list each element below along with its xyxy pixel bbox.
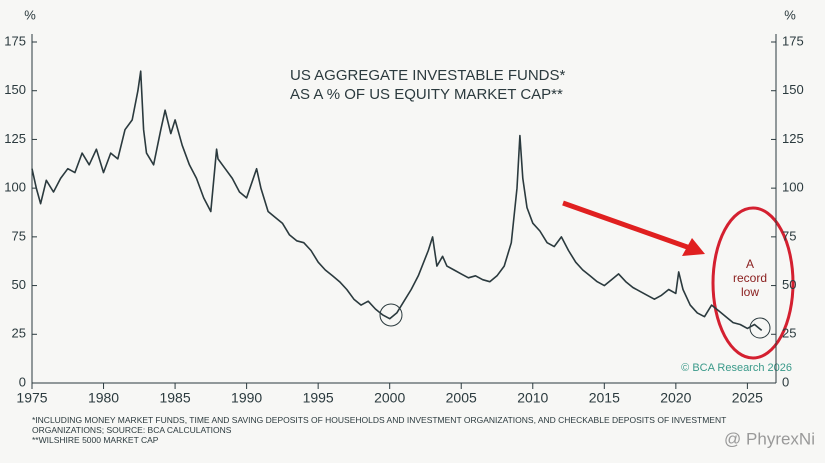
footnote: ORGANIZATIONS; SOURCE: BCA CALCULATIONS — [32, 425, 232, 435]
footnote: **WILSHIRE 5000 MARKET CAP — [32, 435, 159, 445]
y-tick-label-right: 50 — [782, 277, 796, 292]
x-tick-label: 1990 — [231, 390, 262, 406]
x-tick-label: 1985 — [159, 390, 190, 406]
x-tick-label: 2000 — [374, 390, 405, 406]
y-tick-label: 75 — [12, 228, 26, 243]
y-tick-label-right: 75 — [782, 228, 796, 243]
x-tick-label: 2020 — [660, 390, 691, 406]
data-line — [31, 70, 763, 332]
circle-marker — [749, 317, 771, 339]
y-unit-left: % — [24, 7, 36, 22]
annotation: record — [733, 271, 767, 285]
x-tick-label: 2025 — [732, 390, 763, 406]
y-tick-label: 150 — [4, 82, 26, 97]
arrow-head — [682, 238, 705, 256]
x-tick-label: 1980 — [88, 390, 119, 406]
highlight-ellipse — [711, 206, 795, 360]
x-tick-label: 1995 — [303, 390, 334, 406]
chart-title: US AGGREGATE INVESTABLE FUNDS* — [290, 67, 566, 84]
arrow — [562, 200, 691, 251]
source: © BCA Research 2026 — [681, 362, 792, 374]
footnote: *INCLUDING MONEY MARKET FUNDS, TIME AND … — [32, 415, 726, 425]
y-tick-label: 175 — [4, 33, 26, 48]
y-tick-label: 25 — [12, 326, 26, 341]
annotation: A — [746, 257, 754, 271]
chart-title: AS A % OF US EQUITY MARKET CAP** — [290, 86, 563, 103]
y-tick-label-right: 175 — [782, 33, 804, 48]
x-tick-label: 2010 — [517, 390, 548, 406]
annotation: low — [741, 285, 759, 299]
y-tick-label-right: 150 — [782, 82, 804, 97]
y-tick-label: 100 — [4, 180, 26, 195]
x-tick-label: 2005 — [446, 390, 477, 406]
y-tick-label: 0 — [19, 374, 26, 389]
y-tick-label-right: 125 — [782, 131, 804, 146]
x-tick-label: 1975 — [16, 390, 47, 406]
y-tick-label-right: 25 — [782, 326, 796, 341]
y-tick-label: 125 — [4, 131, 26, 146]
circle-marker — [379, 303, 403, 327]
y-tick-label-right: 0 — [782, 374, 789, 389]
watermark: @ PhyrexNi — [724, 429, 815, 448]
x-tick-label: 2015 — [589, 390, 620, 406]
y-unit-right: % — [784, 7, 796, 22]
y-tick-label-right: 100 — [782, 180, 804, 195]
y-tick-label: 50 — [12, 277, 26, 292]
